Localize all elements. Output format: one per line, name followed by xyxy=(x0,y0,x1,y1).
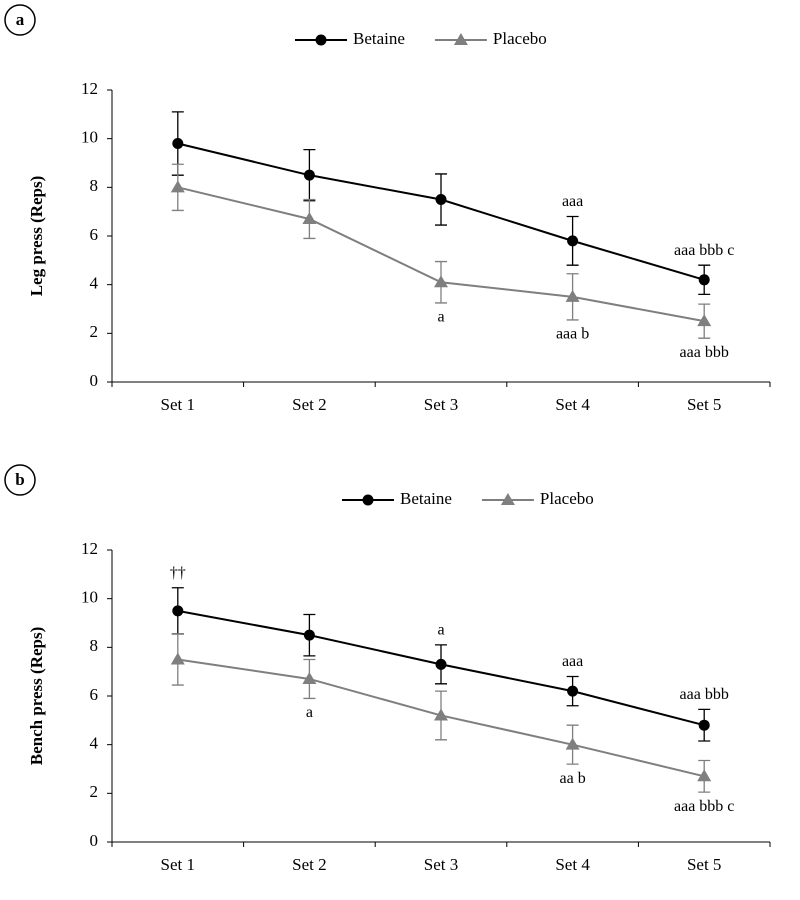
y-tick-label: 12 xyxy=(81,79,98,98)
x-tick-label: Set 3 xyxy=(424,395,458,414)
annotation: aaa bbb c xyxy=(674,798,734,815)
annotation: a xyxy=(306,704,313,721)
legend-marker xyxy=(500,493,515,505)
y-tick-label: 2 xyxy=(90,322,99,341)
data-point xyxy=(697,769,712,782)
data-point xyxy=(170,180,185,193)
y-tick-label: 6 xyxy=(90,685,99,704)
y-axis-label: Bench press (Reps) xyxy=(27,627,46,766)
y-tick-label: 12 xyxy=(81,539,98,558)
y-tick-label: 0 xyxy=(90,831,99,850)
x-tick-label: Set 5 xyxy=(687,855,721,874)
x-tick-label: Set 5 xyxy=(687,395,721,414)
data-point xyxy=(697,314,712,327)
legend-label: Placebo xyxy=(540,489,594,508)
data-point xyxy=(565,289,580,302)
data-point xyxy=(435,658,447,670)
data-point xyxy=(303,629,315,641)
data-point xyxy=(302,671,317,684)
x-tick-label: Set 3 xyxy=(424,855,458,874)
x-tick-label: Set 1 xyxy=(161,395,195,414)
data-point xyxy=(302,211,317,224)
panel-label: a xyxy=(16,10,25,29)
panel-label: b xyxy=(15,470,24,489)
y-tick-label: 2 xyxy=(90,782,99,801)
annotation: aaa bbb xyxy=(680,344,729,361)
annotation: aaa bbb xyxy=(680,686,729,703)
annotation: a xyxy=(437,622,444,639)
data-point xyxy=(698,719,710,731)
data-point xyxy=(565,737,580,750)
x-tick-label: Set 2 xyxy=(292,855,326,874)
legend-label: Placebo xyxy=(493,29,547,48)
data-point xyxy=(172,605,184,617)
legend-marker xyxy=(315,34,327,46)
y-tick-label: 8 xyxy=(90,176,99,195)
data-point xyxy=(434,708,448,721)
legend-marker xyxy=(453,33,468,45)
legend-label: Betaine xyxy=(400,489,452,508)
data-point xyxy=(435,194,447,205)
panel-circle xyxy=(4,4,36,36)
y-tick-label: 0 xyxy=(90,371,99,390)
data-point xyxy=(172,138,184,150)
annotation: a xyxy=(437,309,444,326)
legend-label: Betaine xyxy=(353,29,405,48)
y-tick-label: 4 xyxy=(90,274,99,293)
y-tick-label: 10 xyxy=(81,128,98,147)
panel-circle xyxy=(4,464,36,496)
annotation: aaa xyxy=(562,653,583,670)
y-tick-label: 6 xyxy=(90,225,99,244)
data-point xyxy=(698,274,710,286)
x-tick-label: Set 1 xyxy=(161,855,195,874)
legend-marker xyxy=(362,494,374,506)
y-tick-label: 10 xyxy=(81,588,98,607)
annotation: aaa bbb c xyxy=(674,242,734,259)
data-point xyxy=(567,685,579,697)
y-tick-label: 4 xyxy=(90,734,99,753)
data-point xyxy=(303,169,315,181)
annotation: †† xyxy=(170,564,186,581)
y-axis-label: Leg press (Reps) xyxy=(27,176,46,297)
x-tick-label: Set 4 xyxy=(555,395,590,414)
y-tick-label: 8 xyxy=(90,636,99,655)
x-tick-label: Set 2 xyxy=(292,395,326,414)
annotation: aaa b xyxy=(556,326,589,343)
data-point xyxy=(567,235,579,247)
data-point xyxy=(170,652,185,665)
x-tick-label: Set 4 xyxy=(555,855,590,874)
data-point xyxy=(434,275,448,288)
annotation: aaa xyxy=(562,193,583,210)
annotation: aa b xyxy=(559,770,585,787)
